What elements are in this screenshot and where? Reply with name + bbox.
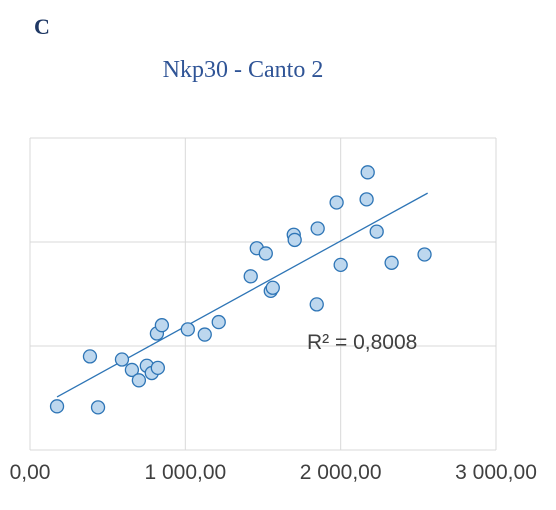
point bbox=[329, 195, 344, 210]
point bbox=[333, 257, 348, 273]
point bbox=[384, 255, 399, 270]
point bbox=[265, 280, 280, 295]
x-tick-label: 1 000,00 bbox=[144, 461, 226, 484]
point bbox=[114, 352, 130, 367]
point bbox=[369, 224, 384, 239]
x-tick-label: 3 000,00 bbox=[455, 461, 537, 484]
point bbox=[359, 192, 374, 207]
point bbox=[154, 318, 170, 333]
point bbox=[131, 373, 147, 388]
chart-title: Nkp30 - Canto 2 bbox=[163, 57, 324, 83]
point bbox=[310, 221, 325, 236]
x-tick-label: 2 000,00 bbox=[300, 461, 382, 484]
point bbox=[309, 297, 324, 312]
point bbox=[258, 246, 273, 261]
point bbox=[243, 269, 258, 284]
point bbox=[417, 247, 432, 262]
point bbox=[287, 232, 302, 248]
x-tick-label: 0,00 bbox=[10, 461, 51, 484]
point bbox=[360, 165, 375, 180]
point bbox=[90, 400, 106, 415]
point bbox=[49, 399, 65, 414]
point bbox=[82, 349, 98, 364]
point bbox=[180, 322, 195, 337]
point bbox=[197, 327, 212, 342]
point bbox=[124, 362, 140, 378]
annotation: R² = 0,8008 bbox=[307, 331, 417, 354]
panel-label: C bbox=[34, 14, 50, 39]
point bbox=[150, 360, 165, 375]
point bbox=[211, 314, 226, 330]
trendline bbox=[56, 192, 428, 398]
